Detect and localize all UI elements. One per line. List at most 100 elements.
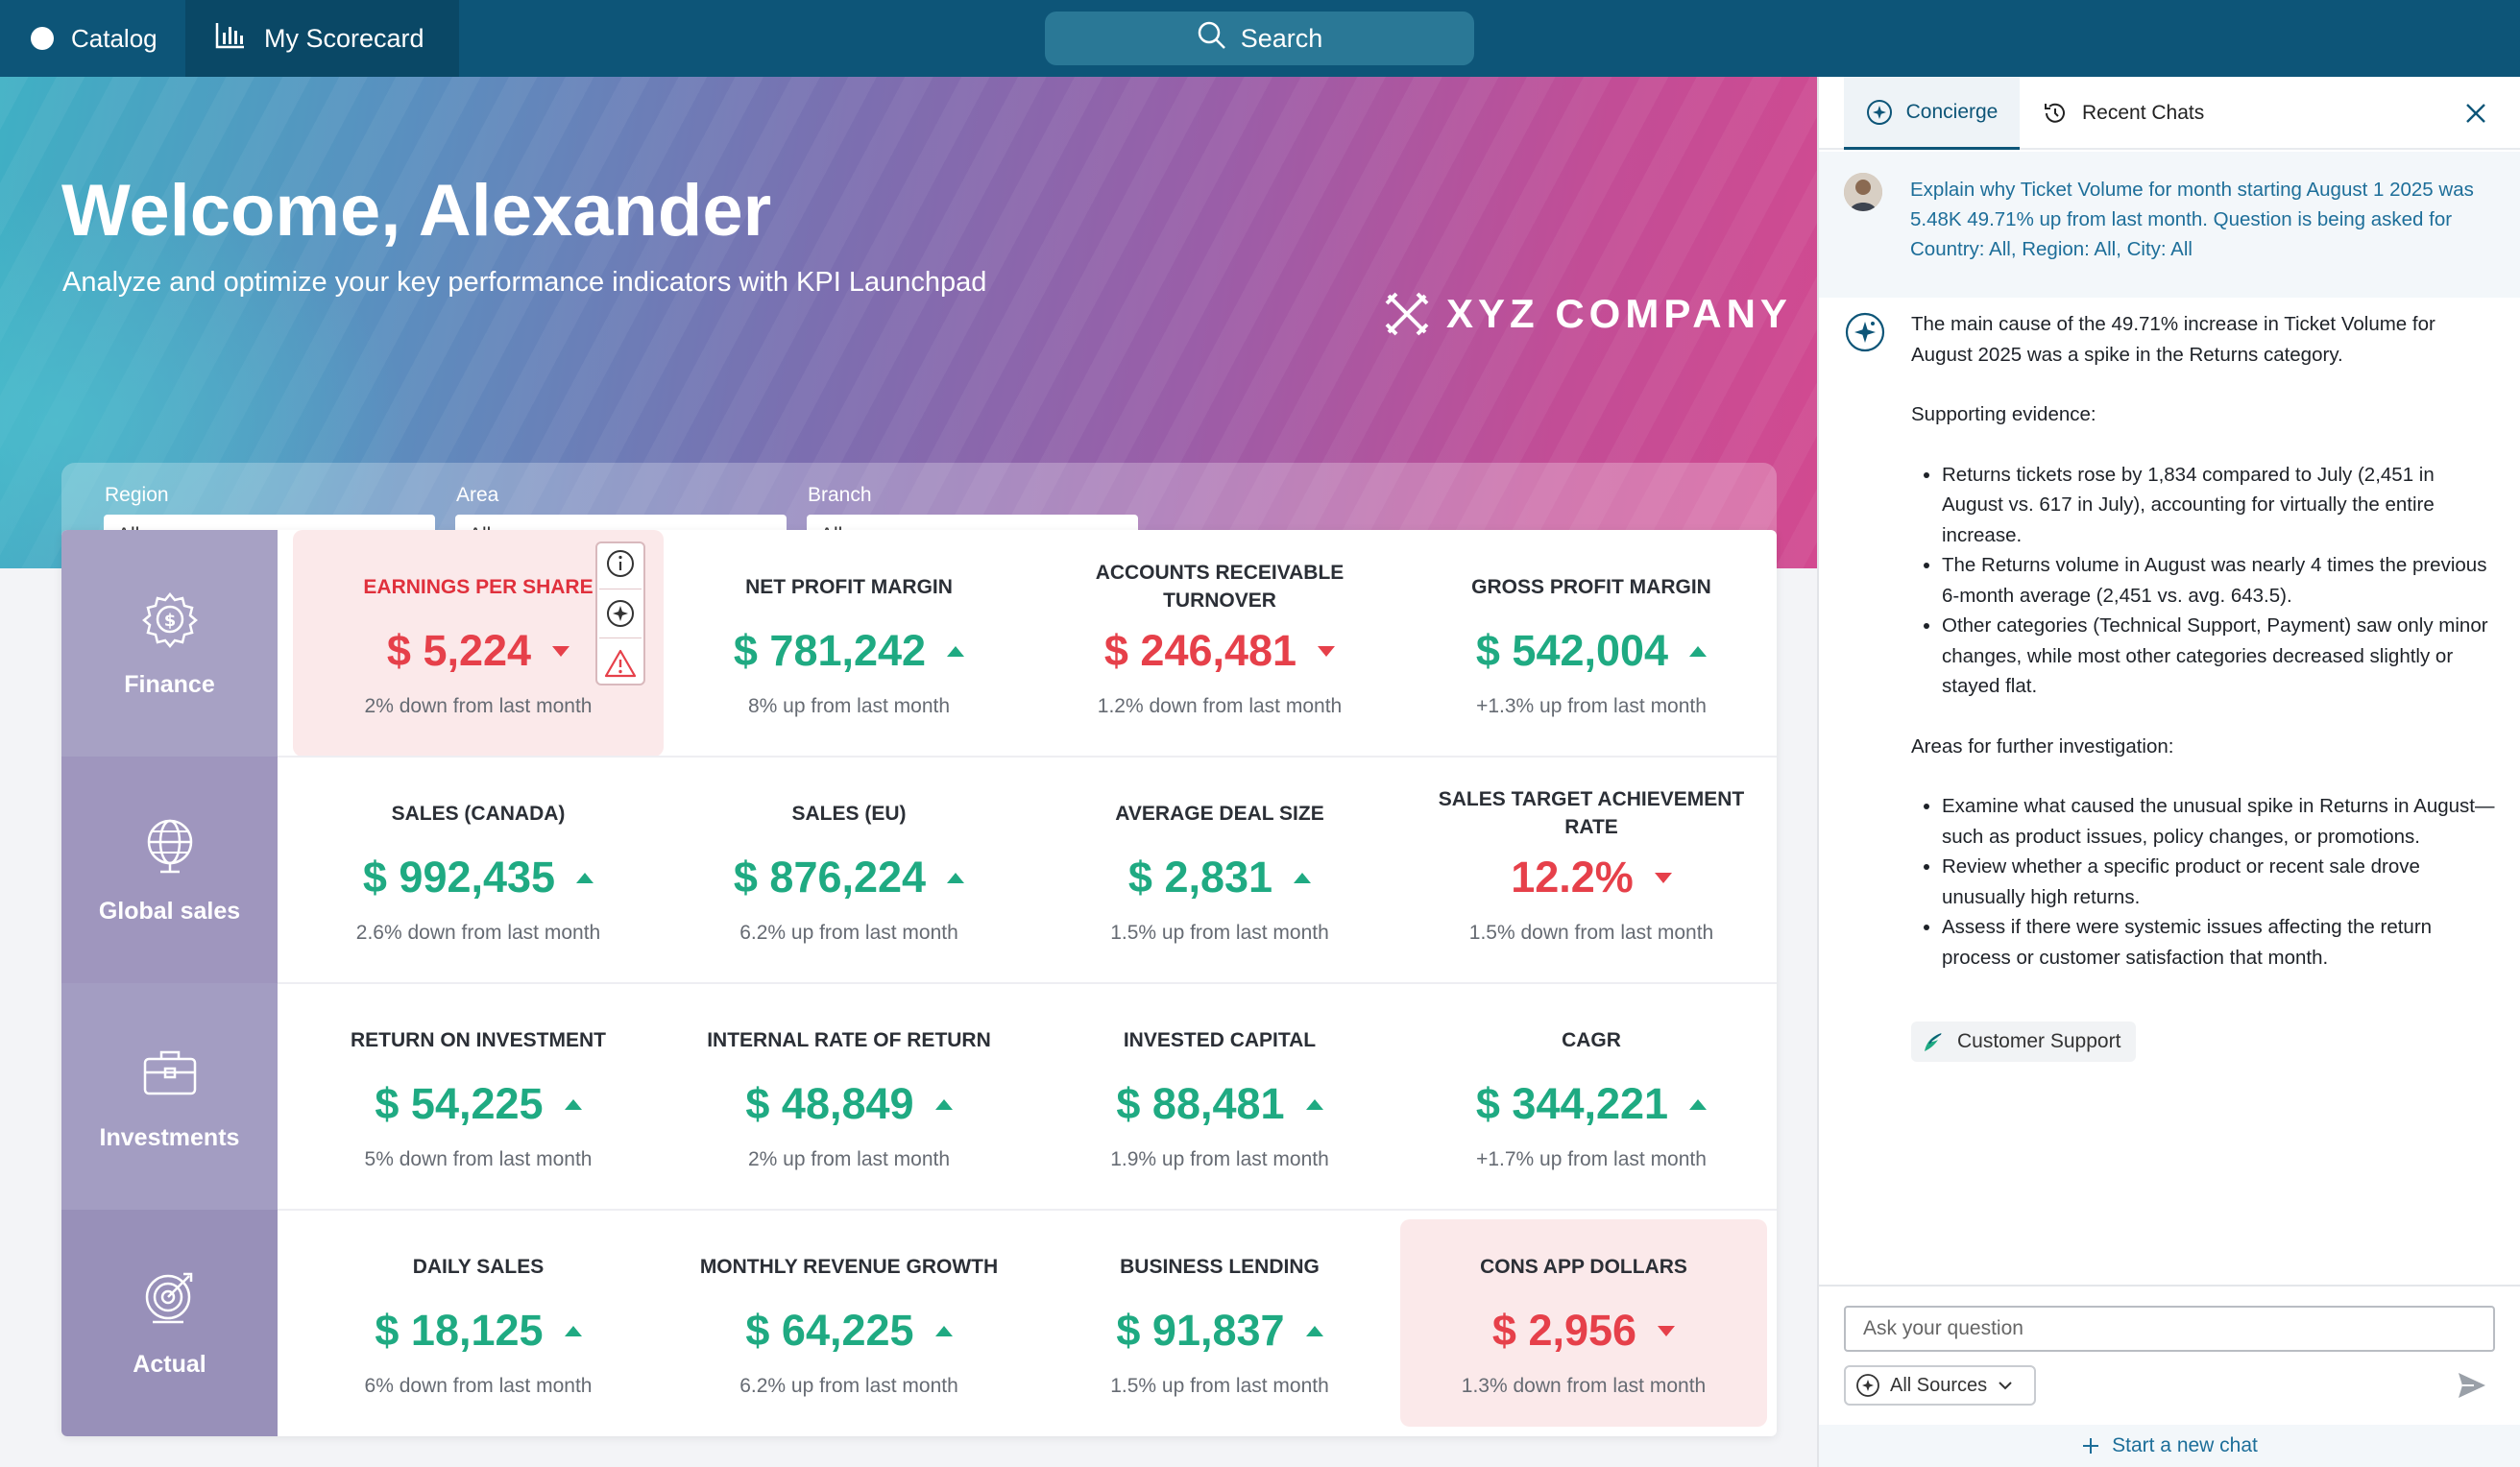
category-global-sales[interactable]: Global sales bbox=[61, 757, 278, 983]
kpi-card[interactable]: RETURN ON INVESTMENT $ 54,225 5% down fr… bbox=[293, 983, 664, 1210]
kpi-value-text: $ 992,435 bbox=[362, 853, 556, 902]
kpi-value-text: $ 876,224 bbox=[733, 853, 927, 902]
divider bbox=[278, 982, 1777, 984]
tab-recent-chats[interactable]: Recent Chats bbox=[2042, 77, 2204, 150]
tab-recent-chats-label: Recent Chats bbox=[2082, 102, 2205, 124]
kpi-card[interactable]: SALES (CANADA) $ 992,435 2.6% down from … bbox=[293, 757, 664, 983]
region-filter-label: Region bbox=[105, 484, 169, 506]
nav-my-scorecard[interactable]: My Scorecard bbox=[185, 0, 459, 77]
trend-up-icon bbox=[1689, 1098, 1708, 1110]
kpi-value: $ 2,956 bbox=[1400, 1306, 1767, 1356]
info-icon[interactable] bbox=[604, 547, 637, 580]
svg-text:$: $ bbox=[163, 611, 176, 631]
assistant-message: The main cause of the 49.71% increase in… bbox=[1911, 309, 2497, 1002]
target-icon bbox=[145, 1272, 192, 1323]
trend-up-icon bbox=[947, 872, 965, 883]
panel-tabs: Concierge Recent Chats bbox=[1819, 77, 2520, 150]
start-new-chat-label: Start a new chat bbox=[2112, 1434, 2258, 1456]
ai-sparkle-icon bbox=[1856, 1374, 1879, 1397]
kpi-card[interactable]: SALES (EU) $ 876,224 6.2% up from last m… bbox=[664, 757, 1034, 983]
kpi-change: 6.2% up from last month bbox=[739, 922, 958, 944]
kpi-card[interactable]: NET PROFIT MARGIN $ 781,242 8% up from l… bbox=[664, 530, 1034, 757]
kpi-card[interactable]: DAILY SALES $ 18,125 6% down from last m… bbox=[293, 1210, 664, 1436]
kpi-card[interactable]: CAGR $ 344,221 +1.7% up from last month bbox=[1406, 983, 1777, 1210]
kpi-action-toolbar bbox=[595, 541, 645, 685]
kpi-card[interactable]: BUSINESS LENDING $ 91,837 1.5% up from l… bbox=[1034, 1210, 1405, 1436]
company-logo-mark-icon bbox=[1385, 292, 1429, 336]
chevron-down-icon bbox=[1999, 1382, 2012, 1390]
question-input[interactable]: Ask your question bbox=[1844, 1306, 2495, 1352]
send-icon[interactable] bbox=[2457, 1371, 2487, 1400]
kpi-card[interactable]: AVERAGE DEAL SIZE $ 2,831 1.5% up from l… bbox=[1034, 757, 1405, 983]
user-message: Explain why Ticket Volume for month star… bbox=[1819, 152, 2520, 298]
nav-catalog[interactable]: Catalog bbox=[0, 0, 185, 77]
trend-up-icon bbox=[576, 872, 594, 883]
user-message-text: Explain why Ticket Volume for month star… bbox=[1910, 179, 2474, 260]
list-item: Other categories (Technical Support, Pay… bbox=[1942, 611, 2497, 702]
kpi-value-text: $ 91,837 bbox=[1116, 1306, 1285, 1355]
source-chip[interactable]: Customer Support bbox=[1911, 1022, 2137, 1062]
trend-down-icon bbox=[1318, 645, 1336, 657]
trend-up-icon bbox=[1305, 1325, 1323, 1336]
kpi-value: $ 246,481 bbox=[1034, 626, 1405, 676]
kpi-change: 6.2% up from last month bbox=[739, 1375, 958, 1397]
kpi-title: NET PROFIT MARGIN bbox=[745, 575, 953, 598]
search-label: Search bbox=[1240, 23, 1323, 53]
trend-up-icon bbox=[1305, 1098, 1323, 1110]
welcome-heading: Welcome, Alexander bbox=[61, 170, 772, 252]
divider bbox=[1819, 1285, 2520, 1287]
trend-down-icon bbox=[1658, 1325, 1676, 1336]
kpi-change: 2% up from last month bbox=[747, 1148, 951, 1170]
company-name: XYZ COMPANY bbox=[1446, 291, 1792, 336]
evidence-heading: Supporting evidence: bbox=[1911, 403, 2096, 425]
category-label: Investments bbox=[99, 1123, 240, 1151]
start-new-chat-button[interactable]: Start a new chat bbox=[1819, 1425, 2520, 1467]
warning-icon[interactable] bbox=[604, 647, 637, 680]
company-logo: XYZ COMPANY bbox=[1383, 290, 1792, 338]
category-finance[interactable]: $ Finance bbox=[61, 530, 278, 757]
concierge-panel: Concierge Recent Chats Explain why Ticke… bbox=[1817, 77, 2520, 1467]
kpi-card[interactable]: INVESTED CAPITAL $ 88,481 1.9% up from l… bbox=[1034, 983, 1405, 1210]
kpi-card[interactable]: CONS APP DOLLARS $ 2,956 1.3% down from … bbox=[1400, 1219, 1767, 1427]
kpi-change: 2% down from last month bbox=[364, 695, 593, 717]
ai-sparkle-icon bbox=[1866, 99, 1892, 125]
ai-sparkle-icon[interactable] bbox=[604, 597, 637, 630]
search-button[interactable]: Search bbox=[1045, 12, 1474, 65]
source-chip-label: Customer Support bbox=[1957, 1030, 2121, 1052]
category-investments[interactable]: Investments bbox=[61, 983, 278, 1210]
avatar bbox=[1844, 173, 1882, 211]
kpi-title: INTERNAL RATE OF RETURN bbox=[707, 1028, 991, 1051]
category-actual[interactable]: Actual bbox=[61, 1210, 278, 1436]
kpi-row-investments: Investments RETURN ON INVESTMENT $ 54,22… bbox=[61, 983, 1777, 1210]
tab-concierge[interactable]: Concierge bbox=[1844, 77, 2020, 150]
evidence-list: Returns tickets rose by 1,834 compared t… bbox=[1911, 460, 2497, 702]
kpi-value: 12.2% bbox=[1406, 853, 1777, 902]
answer-intro: The main cause of the 49.71% increase in… bbox=[1911, 313, 2435, 366]
kpi-value-text: $ 88,481 bbox=[1116, 1079, 1285, 1128]
kpi-value-text: $ 18,125 bbox=[375, 1306, 544, 1355]
kpi-value-text: $ 64,225 bbox=[745, 1306, 914, 1355]
top-nav-bar: Catalog My Scorecard Search bbox=[0, 0, 2520, 77]
divider bbox=[278, 1209, 1777, 1211]
kpi-value: $ 5,224 bbox=[293, 626, 664, 676]
search-icon bbox=[1197, 20, 1227, 58]
kpi-change: 5% down from last month bbox=[364, 1148, 593, 1170]
close-icon[interactable] bbox=[2462, 100, 2489, 127]
trend-down-icon bbox=[552, 645, 570, 657]
trend-up-icon bbox=[564, 1325, 582, 1336]
area-filter-label: Area bbox=[456, 484, 499, 506]
kpi-card[interactable]: INTERNAL RATE OF RETURN $ 48,849 2% up f… bbox=[664, 983, 1034, 1210]
kpi-value: $ 2,831 bbox=[1034, 853, 1405, 902]
hero-subtitle: Analyze and optimize your key performanc… bbox=[62, 267, 987, 298]
kpi-title: CAGR bbox=[1562, 1028, 1621, 1051]
kpi-card[interactable]: GROSS PROFIT MARGIN $ 542,004 +1.3% up f… bbox=[1406, 530, 1777, 757]
kpi-title: GROSS PROFIT MARGIN bbox=[1471, 575, 1711, 598]
kpi-card[interactable]: SALES TARGET ACHIEVEMENT RATE 12.2% 1.5%… bbox=[1406, 757, 1777, 983]
trend-up-icon bbox=[1689, 645, 1708, 657]
kpi-card[interactable]: ACCOUNTS RECEIVABLE TURNOVER $ 246,481 1… bbox=[1034, 530, 1405, 757]
kpi-change: +1.7% up from last month bbox=[1476, 1148, 1707, 1170]
kpi-card[interactable]: MONTHLY REVENUE GROWTH $ 64,225 6.2% up … bbox=[664, 1210, 1034, 1436]
sources-dropdown[interactable]: All Sources bbox=[1844, 1365, 2036, 1406]
further-heading: Areas for further investigation: bbox=[1911, 734, 2174, 758]
kpi-value: $ 542,004 bbox=[1406, 626, 1777, 676]
